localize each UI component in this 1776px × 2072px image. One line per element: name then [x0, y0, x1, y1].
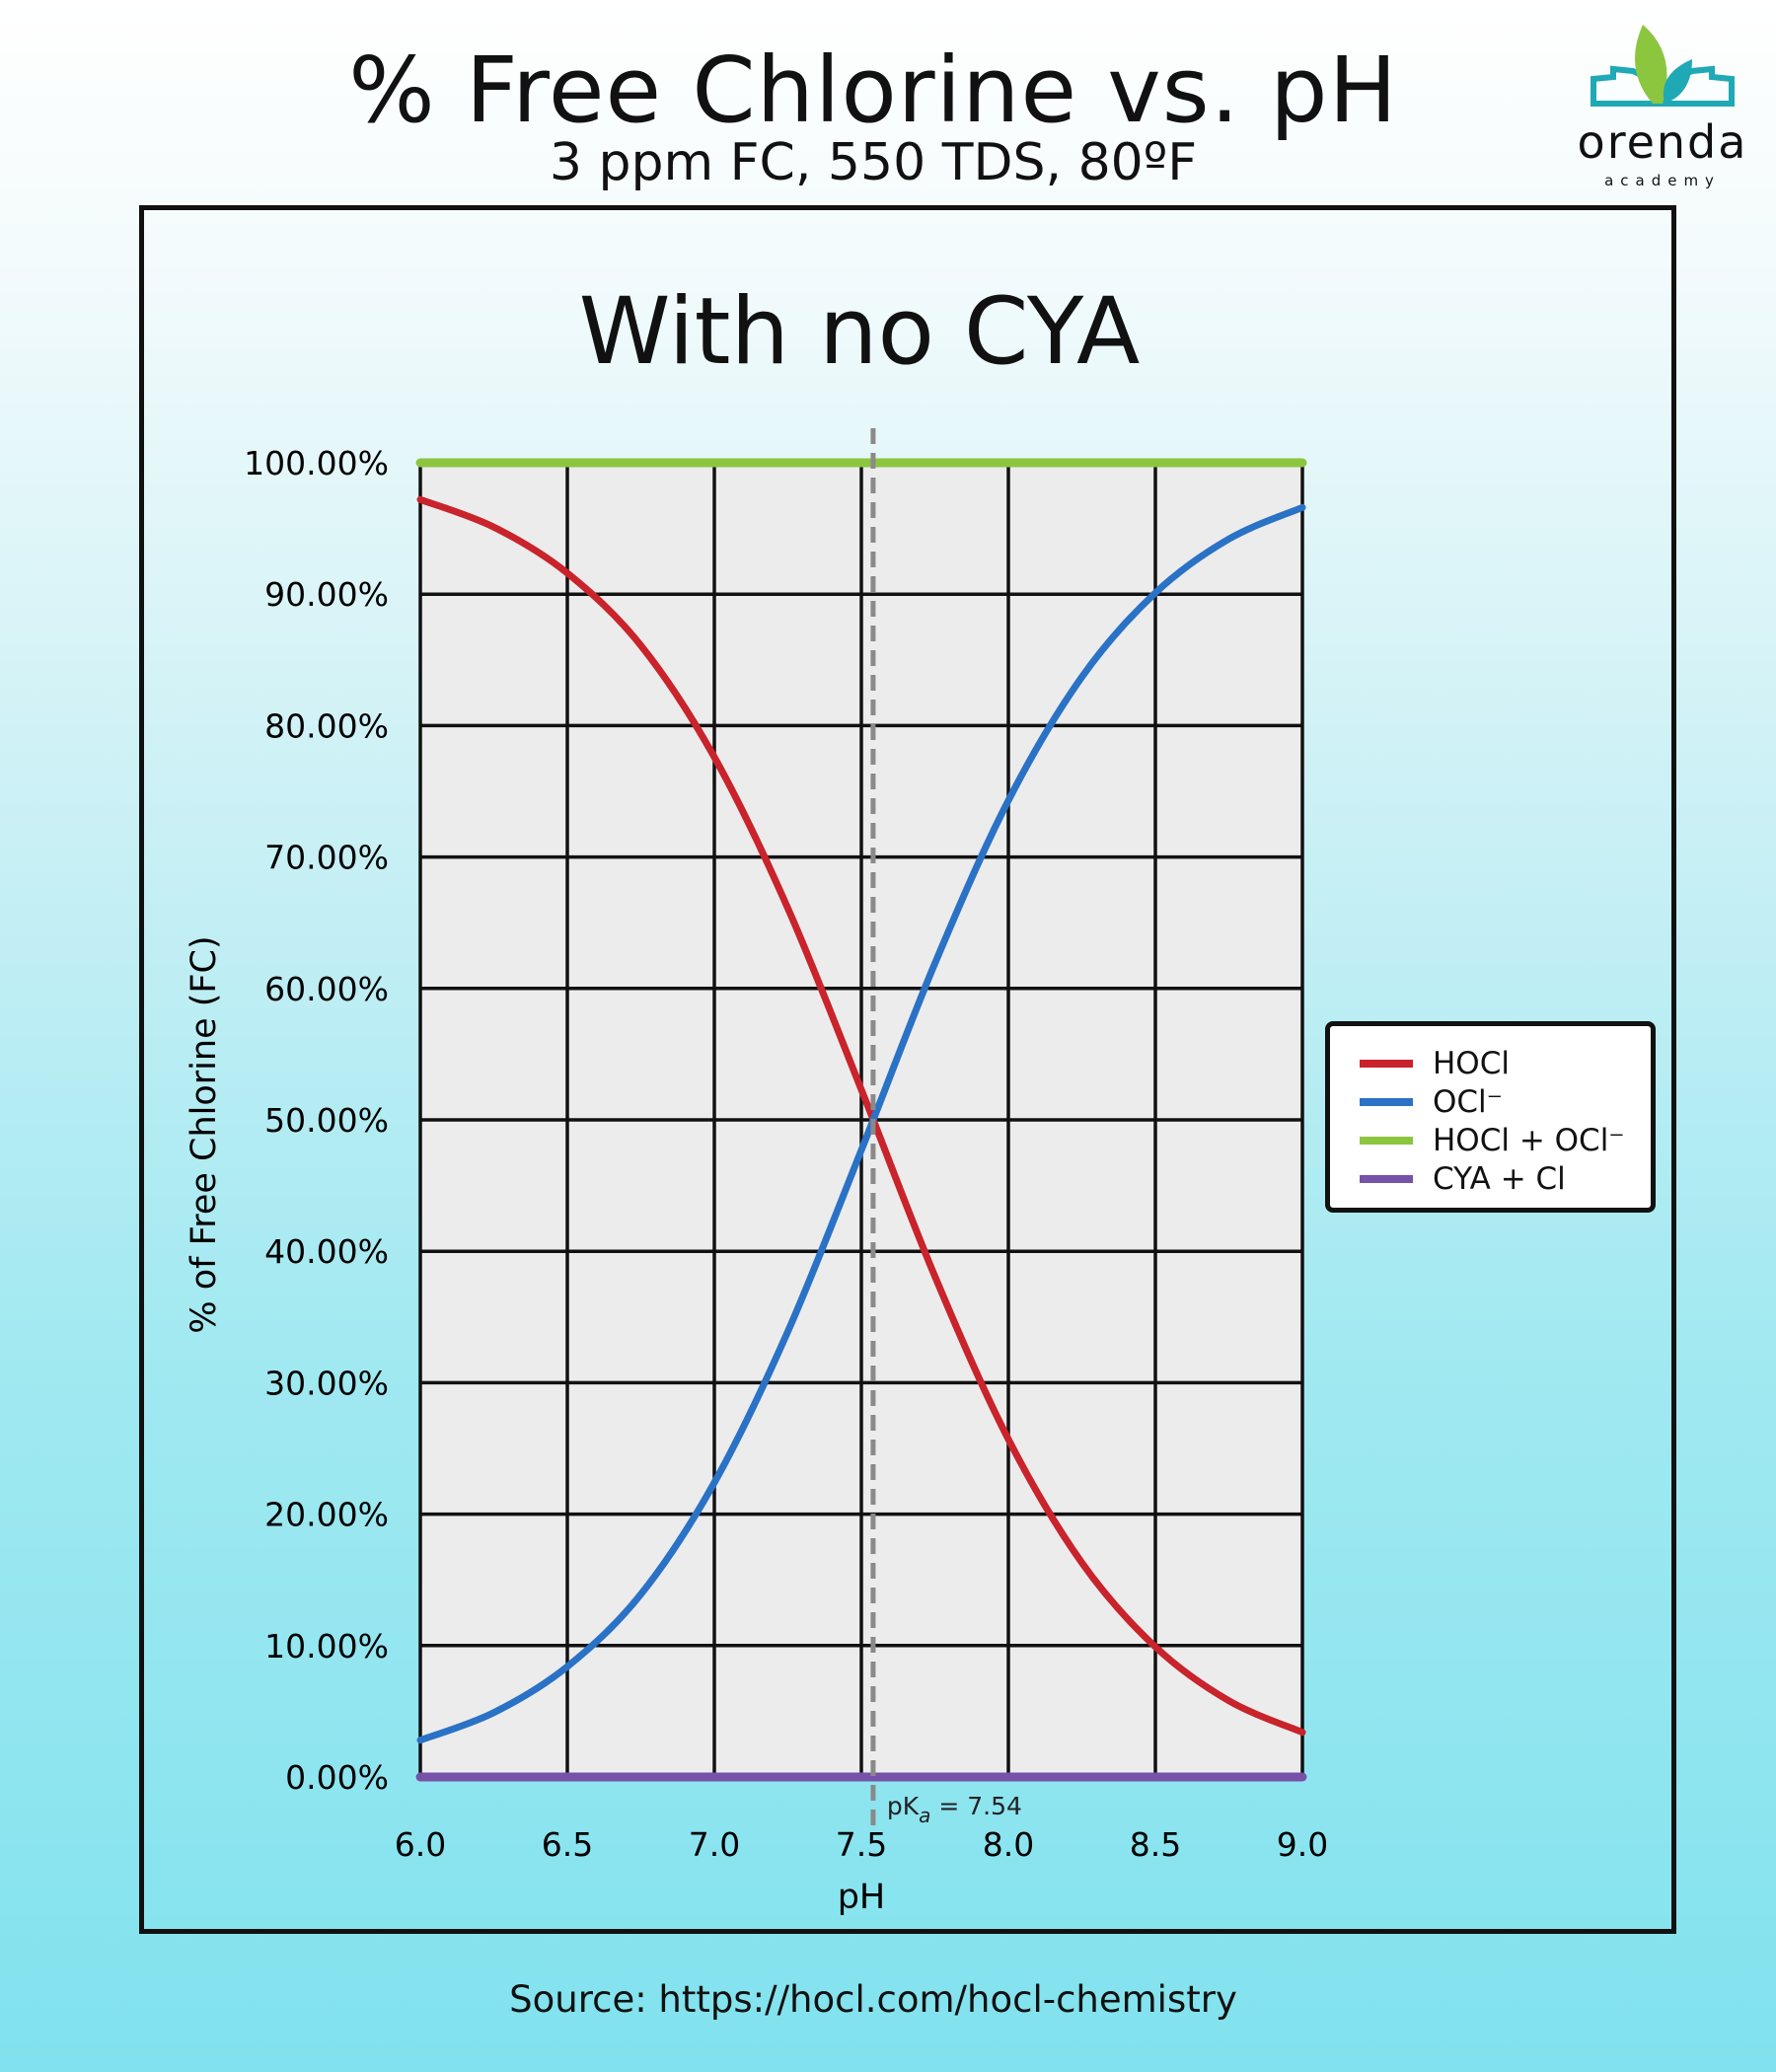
x-tick-label: 8.5: [1130, 1825, 1181, 1864]
series-line-1: [416, 503, 1306, 1744]
page-subtitle: 3 ppm FC, 550 TDS, 80ºF: [549, 133, 1198, 192]
y-tick-label: 70.00%: [264, 839, 389, 877]
chart-title: With no CYA: [578, 278, 1141, 386]
x-tick-label: 7.5: [836, 1825, 887, 1864]
chart-frame: [139, 205, 1676, 1934]
legend-label: HOCl + OCl⁻: [1433, 1122, 1625, 1158]
svg-text:orenda: orenda: [1578, 115, 1748, 169]
series-lines: [415, 458, 1307, 1782]
source-citation: Source: https://hocl.com/hocl-chemistry: [509, 1978, 1237, 2021]
y-tick-label: 20.00%: [264, 1496, 389, 1534]
legend-swatch: [1360, 1136, 1413, 1145]
legend-item-cya-cl: CYA + Cl: [1360, 1159, 1651, 1198]
legend-swatch: [1360, 1059, 1413, 1068]
legend-item-ocl: OCl⁻: [1360, 1082, 1651, 1121]
y-tick-label: 80.00%: [264, 706, 389, 745]
x-tick-label: 6.0: [395, 1825, 446, 1864]
x-tick-label: 9.0: [1277, 1825, 1328, 1864]
y-axis-label: % of Free Chlorine (FC): [185, 935, 224, 1333]
y-tick-label: 0.00%: [285, 1758, 389, 1797]
y-tick-label: 100.00%: [244, 444, 389, 482]
legend-swatch: [1360, 1097, 1413, 1106]
y-tick-label: 60.00%: [264, 970, 389, 1008]
page-title: % Free Chlorine vs. pH: [348, 37, 1398, 143]
legend-swatch: [1360, 1174, 1413, 1183]
legend: HOCl OCl⁻ HOCl + OCl⁻ CYA + Cl: [1325, 1021, 1656, 1213]
legend-label: HOCl: [1433, 1045, 1510, 1081]
pka-annotation: pKa = 7.54: [887, 1792, 1022, 1827]
y-tick-label: 40.00%: [264, 1232, 389, 1271]
y-tick-label: 10.00%: [264, 1627, 389, 1665]
legend-label: CYA + Cl: [1433, 1160, 1566, 1197]
x-tick-label: 7.0: [689, 1825, 740, 1864]
x-tick-labels: 6.0 6.5 7.0 7.5 8.0 8.5 9.0: [395, 1825, 1328, 1864]
legend-label: OCl⁻: [1433, 1083, 1504, 1120]
series-line-0: [416, 495, 1306, 1737]
y-tick-labels: 0.00% 10.00% 20.00% 30.00% 40.00% 50.00% 60.00…: [244, 444, 389, 1797]
orenda-academy-logo: orenda academy: [1578, 25, 1748, 189]
svg-text:academy: academy: [1604, 172, 1721, 189]
y-tick-label: 90.00%: [264, 575, 389, 614]
x-tick-label: 8.0: [983, 1825, 1034, 1864]
x-axis-label: pH: [838, 1878, 886, 1917]
legend-item-hocl: HOCl: [1360, 1044, 1651, 1082]
x-tick-label: 6.5: [542, 1825, 593, 1864]
y-tick-label: 30.00%: [264, 1364, 389, 1402]
legend-item-total: HOCl + OCl⁻: [1360, 1121, 1651, 1159]
y-tick-label: 50.00%: [264, 1101, 389, 1140]
